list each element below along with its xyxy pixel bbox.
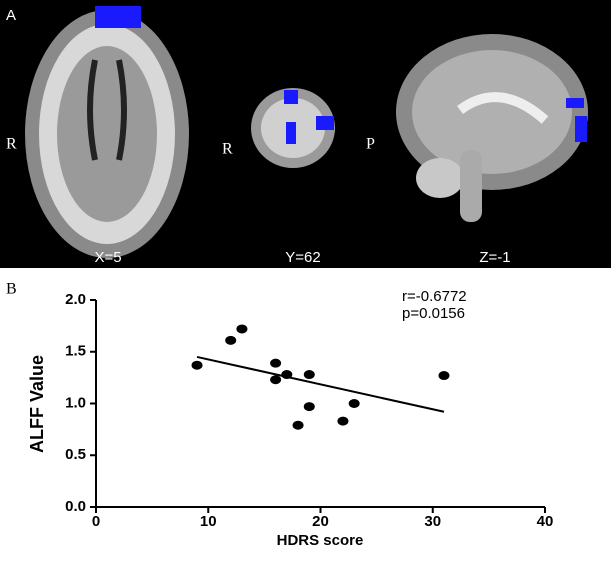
- scatter-point: [438, 371, 450, 381]
- scatter-point: [270, 375, 282, 385]
- scatter-point: [236, 324, 248, 334]
- scatter-point: [348, 399, 360, 408]
- y-tick-label: 2.0: [65, 291, 86, 308]
- slice-caption: X=5: [94, 249, 121, 266]
- axial-slice: [25, 6, 189, 258]
- coronal-slice: [251, 88, 335, 168]
- scatter-point: [303, 402, 315, 412]
- annotation: p=0.0156: [402, 305, 465, 322]
- scatter-point: [281, 370, 293, 380]
- x-tick-label: 0: [92, 513, 100, 530]
- scatter-point: [270, 358, 282, 368]
- y-tick-label: 1.5: [65, 343, 86, 360]
- scatter-point: [303, 370, 315, 380]
- orientation-label: R: [6, 136, 17, 153]
- slice-caption: Y=62: [285, 249, 320, 266]
- y-tick-label: 0.5: [65, 446, 86, 463]
- x-tick-label: 30: [424, 513, 441, 530]
- y-tick-label: 1.0: [65, 394, 86, 411]
- y-axis-label: ALFF Value: [27, 355, 47, 453]
- x-axis-label: HDRS score: [277, 532, 364, 549]
- trend-line: [196, 355, 445, 413]
- x-tick-label: 10: [200, 513, 217, 530]
- scatter-point: [292, 420, 304, 430]
- panel-label: B: [6, 281, 17, 298]
- scatter-point: [225, 335, 237, 345]
- x-tick-label: 40: [537, 513, 554, 530]
- y-tick-label: 0.0: [65, 498, 86, 515]
- slice-caption: Z=-1: [479, 249, 510, 266]
- scatter-point: [191, 360, 203, 370]
- orientation-label: R: [222, 141, 233, 158]
- annotation: r=-0.6772: [402, 288, 467, 305]
- panel-label: A: [6, 7, 16, 24]
- orientation-label: P: [366, 136, 375, 153]
- scatter-point: [337, 416, 349, 426]
- sagittal-slice: [396, 34, 588, 222]
- x-tick-label: 20: [312, 513, 329, 530]
